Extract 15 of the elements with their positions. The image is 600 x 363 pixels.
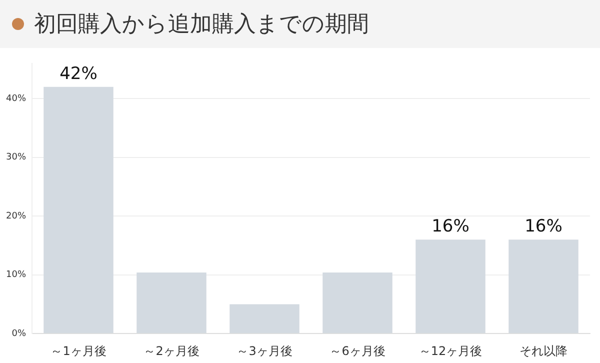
x-tick-label: ～6ヶ月後 bbox=[330, 344, 386, 358]
y-tick-label: 20% bbox=[6, 211, 26, 222]
y-tick-label: 0% bbox=[12, 328, 26, 339]
y-tick-label: 30% bbox=[6, 152, 26, 163]
data-label: 16% bbox=[432, 216, 470, 237]
y-tick-label: 10% bbox=[6, 270, 26, 280]
x-tick-label: ～12ヶ月後 bbox=[418, 344, 482, 358]
x-tick-label: ～2ヶ月後 bbox=[144, 344, 200, 358]
y-tick-label: 40% bbox=[6, 94, 26, 104]
x-tick-label: ～1ヶ月後 bbox=[50, 344, 106, 358]
x-tick-label: それ以降 bbox=[520, 344, 568, 358]
data-label: 16% bbox=[524, 216, 562, 237]
x-tick-label: ～3ヶ月後 bbox=[236, 344, 292, 358]
data-label: 42% bbox=[60, 64, 98, 84]
chart-title: 初回購入から追加購入までの期間 bbox=[34, 11, 369, 39]
